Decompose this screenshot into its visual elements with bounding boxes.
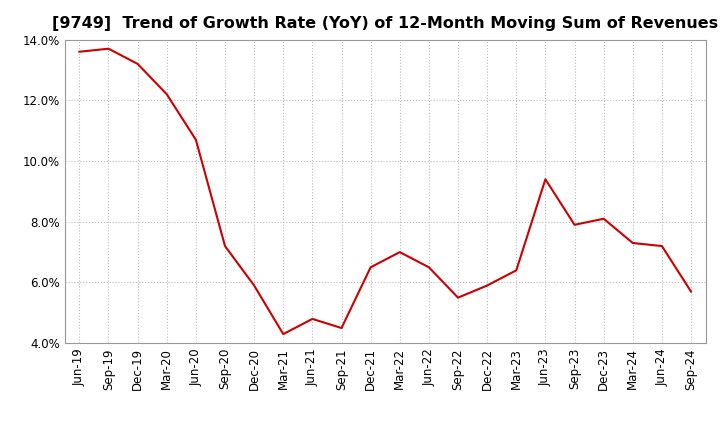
Title: [9749]  Trend of Growth Rate (YoY) of 12-Month Moving Sum of Revenues: [9749] Trend of Growth Rate (YoY) of 12-… bbox=[52, 16, 719, 32]
